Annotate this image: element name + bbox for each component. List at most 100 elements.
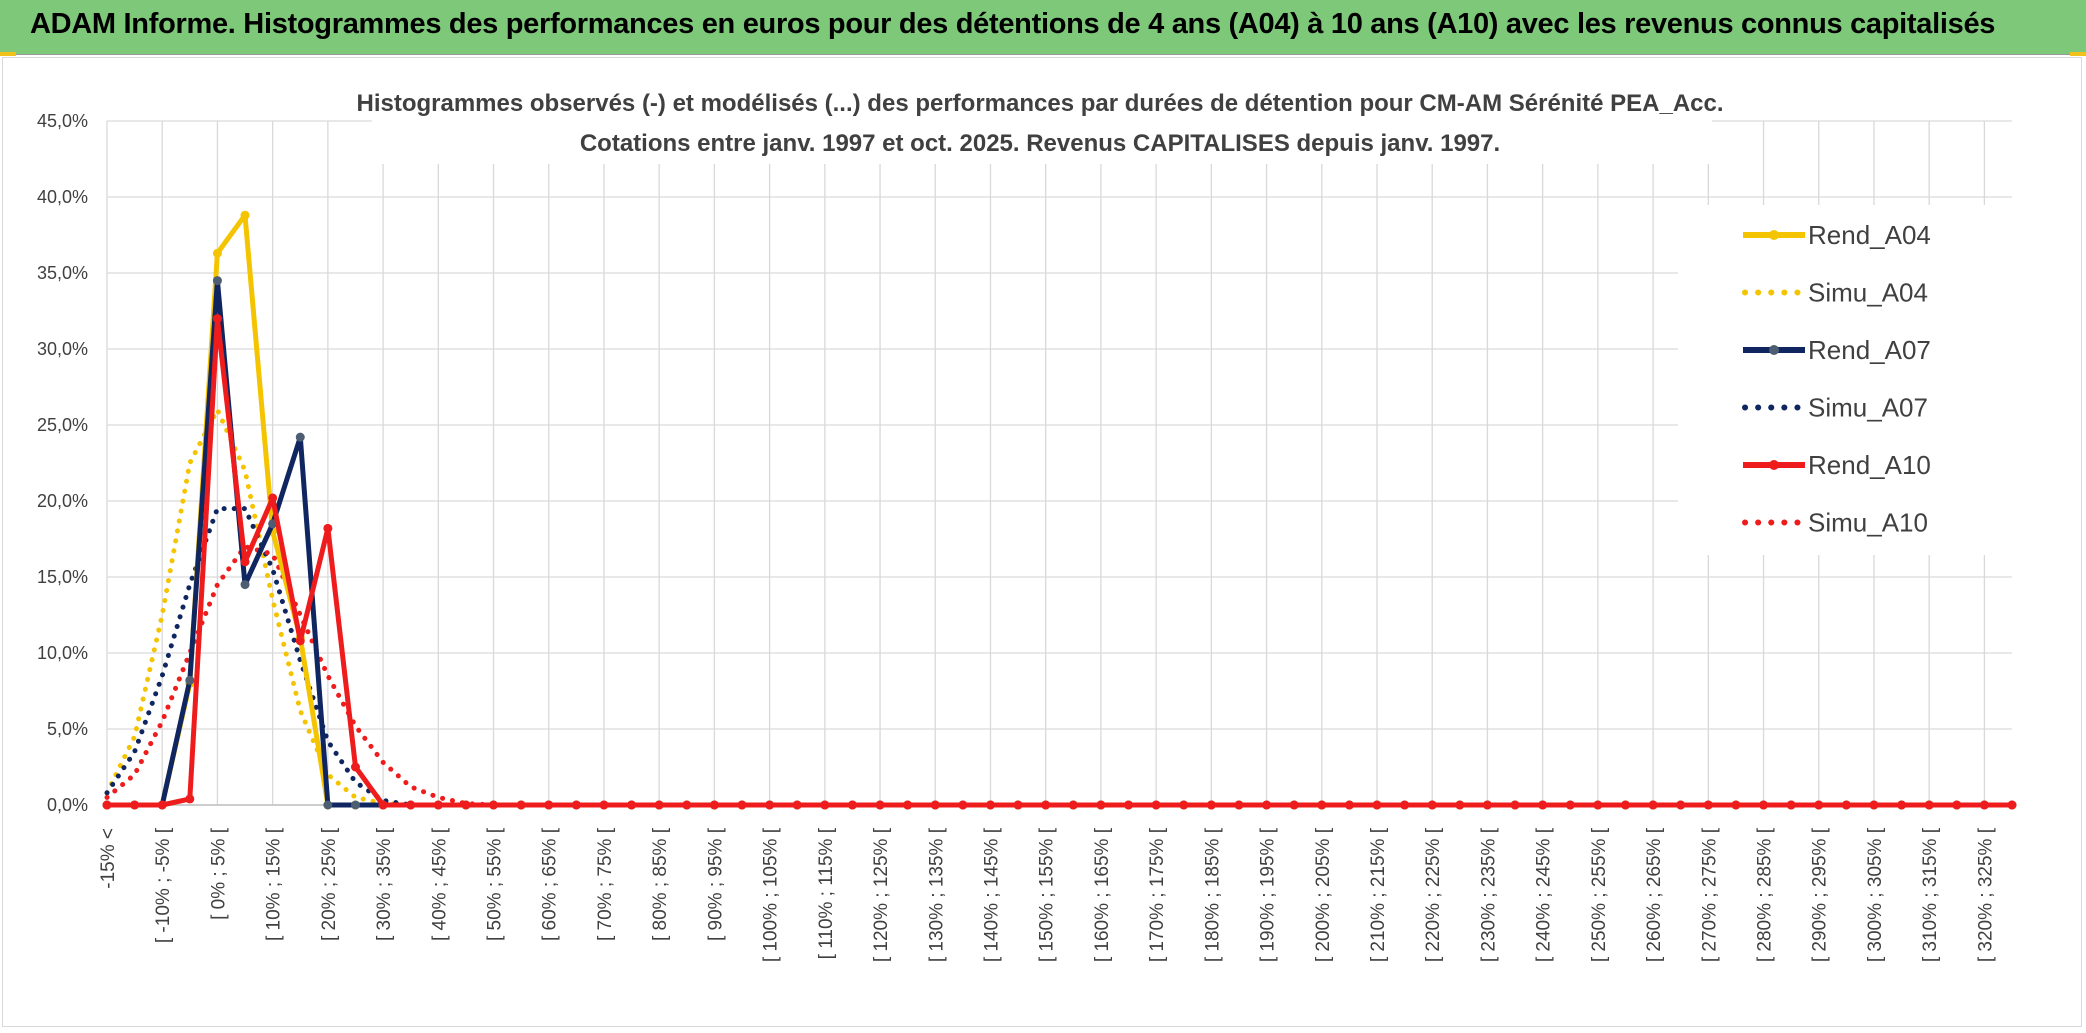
data-point — [1344, 800, 1354, 810]
legend-marker — [1769, 230, 1779, 240]
y-tick-label: 30,0% — [37, 339, 88, 359]
data-point — [571, 800, 581, 810]
data-point — [240, 580, 250, 590]
data-point — [378, 800, 388, 810]
legend-marker — [1769, 460, 1779, 470]
legend-item: Simu_A10 — [1742, 508, 1928, 538]
y-tick-label: 35,0% — [37, 263, 88, 283]
x-tick-label: [ 110% ; 115% [ — [816, 827, 837, 959]
y-tick-label: 10,0% — [37, 643, 88, 663]
x-tick-label: [ 130% ; 135% [ — [926, 827, 947, 962]
data-point — [1897, 800, 1907, 810]
x-tick-label: [ 230% ; 235% [ — [1478, 827, 1499, 962]
data-point — [1262, 800, 1272, 810]
data-point — [985, 800, 995, 810]
data-point — [1400, 800, 1410, 810]
data-point — [1620, 800, 1630, 810]
x-tick-label: [ 270% ; 275% [ — [1699, 827, 1720, 962]
series-line — [107, 316, 2012, 808]
data-point — [709, 800, 719, 810]
banner-accent-left — [0, 52, 16, 56]
data-point — [102, 800, 112, 810]
data-point — [792, 800, 802, 810]
data-point — [958, 800, 968, 810]
x-axis: -15% < [ -10% ; -5% [[ 0% ; 5% [[ 10% ; 1… — [98, 827, 1996, 962]
data-point — [516, 800, 526, 810]
legend-item: Rend_A07 — [1743, 335, 1931, 365]
legend-item: Simu_A04 — [1742, 278, 1928, 308]
x-tick-label: [ 310% ; 315% [ — [1920, 827, 1941, 962]
data-point — [350, 800, 360, 810]
data-point — [406, 800, 416, 810]
legend-label: Rend_A04 — [1808, 220, 1931, 250]
series-line — [104, 544, 2015, 808]
x-tick-label: [ 190% ; 195% [ — [1258, 827, 1279, 962]
x-tick-label: [ 40% ; 45% [ — [429, 827, 450, 941]
report-banner: ADAM Informe. Histogrammes des performan… — [0, 0, 2086, 55]
data-point — [765, 800, 775, 810]
data-point — [350, 762, 360, 772]
x-tick-label: [ 250% ; 255% [ — [1589, 827, 1610, 962]
chart-subtitle: Cotations entre janv. 1997 et oct. 2025.… — [580, 130, 1500, 157]
data-point — [1068, 800, 1078, 810]
series-layer — [102, 210, 2017, 810]
data-point — [1372, 800, 1382, 810]
data-point — [820, 800, 830, 810]
data-point — [1952, 800, 1962, 810]
legend-item: Rend_A10 — [1743, 450, 1931, 480]
data-point — [1979, 800, 1989, 810]
x-tick-label: [ 70% ; 75% [ — [595, 827, 616, 941]
data-point — [240, 210, 250, 220]
data-point — [544, 800, 554, 810]
banner-accent-right — [2070, 52, 2086, 56]
x-tick-label: [ 80% ; 85% [ — [650, 827, 671, 941]
data-point — [847, 800, 857, 810]
x-tick-label: [ 50% ; 55% [ — [485, 827, 506, 941]
x-tick-label: [ 220% ; 225% [ — [1423, 827, 1444, 962]
data-point — [1510, 800, 1520, 810]
legend-marker — [1769, 345, 1779, 355]
data-point — [212, 248, 222, 258]
data-point — [1124, 800, 1134, 810]
data-point — [1924, 800, 1934, 810]
x-tick-label: [ 90% ; 95% [ — [705, 827, 726, 941]
chart-legend: Rend_A04 Simu_A04 Rend_A07 Simu_A07 Rend_A10… — [1742, 220, 1931, 538]
data-point — [1869, 800, 1879, 810]
data-point — [1648, 800, 1658, 810]
legend-label: Simu_A04 — [1808, 278, 1928, 308]
data-point — [461, 800, 471, 810]
x-tick-label: [ 280% ; 285% [ — [1755, 827, 1776, 962]
title-background — [372, 92, 1712, 164]
series-Simu_A10 — [104, 544, 2015, 808]
data-point — [185, 794, 195, 804]
data-point — [1289, 800, 1299, 810]
legend-label: Simu_A07 — [1808, 393, 1928, 423]
x-tick-label: [ 20% ; 25% [ — [319, 827, 340, 941]
data-point — [1041, 800, 1051, 810]
data-point — [875, 800, 885, 810]
x-tick-label: [ 290% ; 295% [ — [1810, 827, 1831, 962]
data-point — [1206, 800, 1216, 810]
x-tick-label: [ 320% ; 325% [ — [1975, 827, 1996, 962]
data-point — [130, 800, 140, 810]
data-point — [599, 800, 609, 810]
data-point — [157, 800, 167, 810]
x-tick-label: [ 120% ; 125% [ — [871, 827, 892, 962]
data-point — [682, 800, 692, 810]
data-point — [1317, 800, 1327, 810]
data-point — [1151, 800, 1161, 810]
data-point — [2007, 800, 2017, 810]
data-point — [1759, 800, 1769, 810]
data-point — [185, 675, 195, 685]
x-tick-label: [ 210% ; 215% [ — [1368, 827, 1389, 962]
x-tick-label: [ 300% ; 305% [ — [1865, 827, 1886, 962]
data-point — [295, 636, 305, 646]
y-tick-label: 45,0% — [37, 111, 88, 131]
x-tick-label: [ 100% ; 105% [ — [761, 827, 782, 962]
chart-frame — [2, 57, 2082, 1027]
data-point — [1427, 800, 1437, 810]
report-title: ADAM Informe. Histogrammes des performan… — [30, 8, 1996, 40]
x-tick-label: [ 10% ; 15% [ — [264, 827, 285, 941]
data-point — [323, 800, 333, 810]
